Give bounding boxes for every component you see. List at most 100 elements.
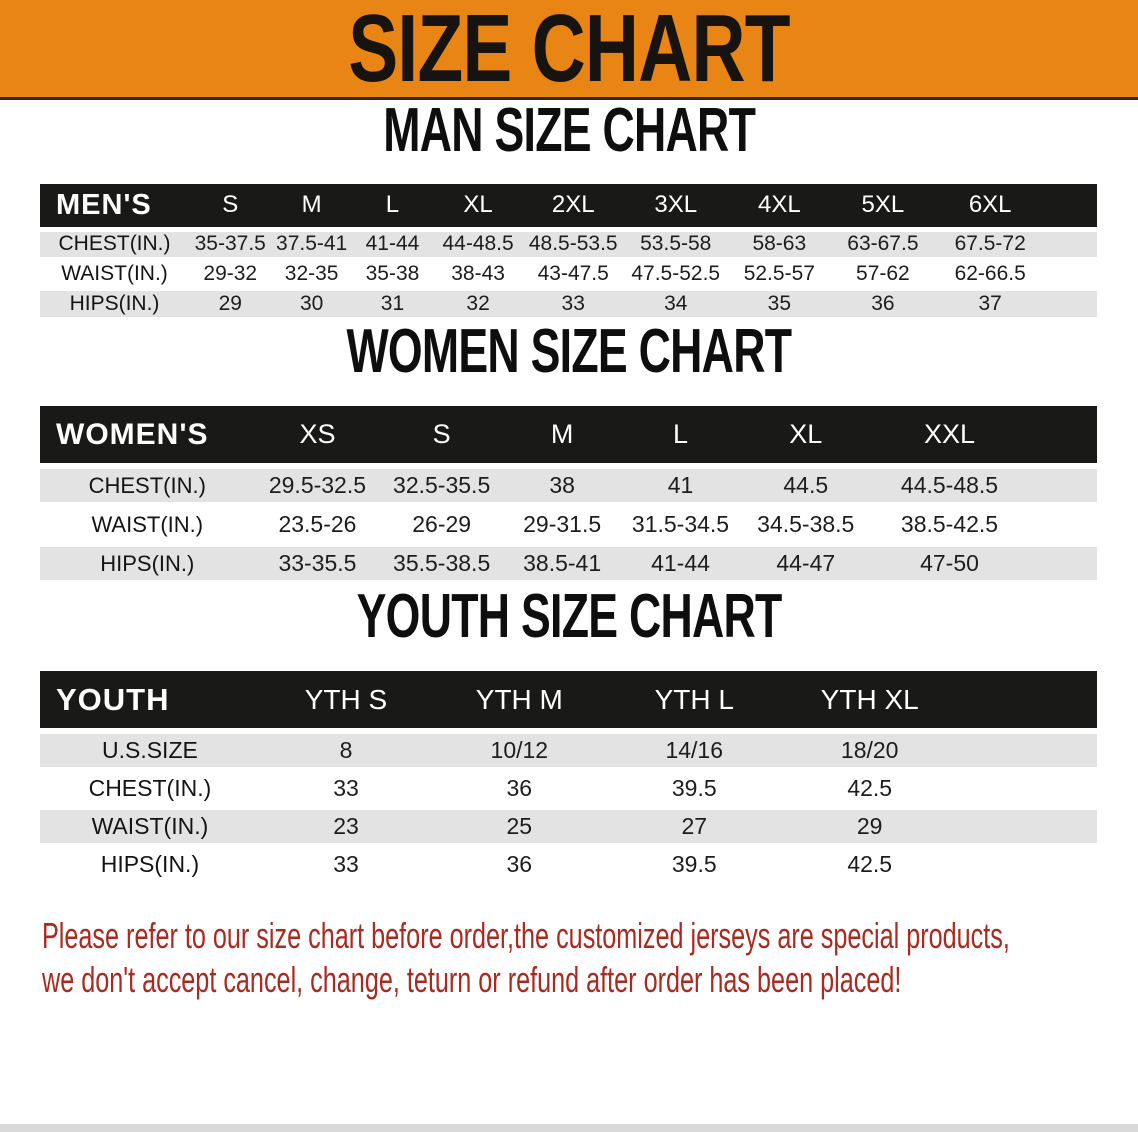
table-row: U.S.SIZE 8 10/12 14/16 18/20 [40, 731, 1097, 769]
size-value: 23 [333, 812, 359, 839]
size-value: 39.5 [671, 774, 717, 801]
size-value: 35.5-38.5 [393, 550, 491, 576]
size-value: 47.5-52.5 [631, 262, 721, 285]
table-header-row: MEN'S S M L XL 2XL 3XL 4XL 5XL 6XL [40, 184, 1097, 229]
size-value: 42.5 [847, 774, 893, 801]
size-value: 67.5-72 [954, 232, 1026, 256]
man-section-heading: MAN SIZE CHART [383, 96, 756, 165]
header-spacer [1045, 184, 1097, 229]
size-value: 34.5-38.5 [757, 511, 855, 537]
size-value: 38-43 [451, 262, 505, 285]
row-spacer [1045, 289, 1097, 319]
size-value: 32 [466, 292, 490, 315]
row-spacer [1045, 229, 1097, 259]
size-value: 29-31.5 [523, 511, 602, 537]
size-value: 30 [299, 292, 324, 315]
size-value: 37 [978, 292, 1002, 315]
size-value: 18/20 [840, 736, 899, 763]
size-value: 36 [871, 292, 895, 315]
table-corner-label: YOUTH [40, 671, 260, 731]
size-value: 41-44 [365, 232, 420, 256]
size-value: 29 [218, 292, 242, 315]
table-corner-label: WOMEN'S [40, 406, 255, 466]
disclaimer-line-1: Please refer to our size chart before or… [42, 914, 1010, 956]
women-size-chart-section: WOMEN SIZE CHART WOMEN'S XS S M L XL XXL CHEST(… [0, 321, 1138, 586]
size-column-header: 3XL [623, 184, 729, 229]
table-row: CHEST(IN.) 29.5-32.5 32.5-35.5 38 41 44.5 44.5… [40, 466, 1097, 505]
table-row: WAIST(IN.) 23 25 27 29 [40, 807, 1097, 845]
measurement-label: HIPS(IN.) [69, 292, 160, 315]
size-value: 8 [339, 736, 353, 763]
size-column-header: YTH S [259, 671, 433, 731]
measurement-label: WAIST(IN.) [91, 812, 209, 839]
bottom-divider [0, 1124, 1138, 1132]
size-value: 39.5 [671, 850, 717, 877]
measurement-label: U.S.SIZE [101, 736, 198, 763]
size-value: 48.5-53.5 [528, 232, 618, 256]
row-spacer [1027, 505, 1097, 544]
table-row: HIPS(IN.) 29 30 31 32 33 34 35 36 37 [40, 289, 1097, 319]
size-value: 44.5-48.5 [900, 472, 999, 498]
table-row: CHEST(IN.) 35-37.5 37.5-41 41-44 44-48.5 48.5… [40, 229, 1097, 259]
measurement-label: CHEST(IN.) [88, 774, 212, 801]
size-chart-banner: SIZE CHART [0, 0, 1138, 100]
size-column-header: 2XL [523, 184, 624, 229]
size-value: 25 [506, 812, 533, 839]
size-column-header: XS [254, 406, 381, 466]
table-row: HIPS(IN.) 33-35.5 35.5-38.5 38.5-41 41-44 44-… [40, 544, 1097, 583]
measurement-label: CHEST(IN.) [58, 232, 171, 256]
table-row: HIPS(IN.) 33 36 39.5 42.5 [40, 845, 1097, 883]
size-value: 26-29 [412, 511, 472, 537]
size-column-header: 6XL [935, 184, 1046, 229]
page-title: SIZE CHART [286, 0, 852, 97]
size-value: 31 [380, 292, 405, 315]
size-value: 38.5-41 [523, 550, 602, 576]
disclaimer-line-2: we don't accept cancel, change, teturn o… [42, 958, 902, 1000]
size-value: 29-32 [203, 262, 258, 285]
table-row: WAIST(IN.) 29-32 32-35 35-38 38-43 43-47.5 47.… [40, 259, 1097, 289]
size-value: 57-62 [856, 262, 910, 285]
size-value: 23.5-26 [278, 511, 357, 537]
size-value: 32-35 [284, 262, 339, 285]
disclaimer-text: Please refer to our size chart before or… [42, 914, 1138, 1002]
youth-section-heading: YOUTH SIZE CHART [356, 582, 783, 651]
size-value: 44.5 [783, 472, 829, 498]
size-value: 37.5-41 [276, 232, 348, 256]
women-section-heading: WOMEN SIZE CHART [346, 317, 792, 386]
size-value: 33 [333, 850, 359, 877]
size-column-header: YTH M [432, 671, 607, 731]
size-value: 35 [767, 292, 791, 315]
size-value: 35-38 [365, 262, 420, 285]
size-value: 36 [506, 774, 533, 801]
header-spacer [957, 671, 1097, 731]
size-column-header: L [621, 406, 740, 466]
size-column-header: 5XL [830, 184, 936, 229]
size-value: 44-47 [776, 550, 836, 576]
row-spacer [1027, 466, 1097, 505]
row-spacer [1027, 544, 1097, 583]
measurement-label: WAIST(IN.) [61, 262, 168, 285]
size-value: 47-50 [920, 550, 979, 576]
size-column-header: M [271, 184, 352, 229]
youth-size-chart-section: YOUTH SIZE CHART YOUTH YTH S YTH M YTH L YTH… [0, 586, 1138, 886]
size-value: 33 [333, 774, 359, 801]
row-spacer [957, 731, 1097, 769]
size-column-header: XL [433, 184, 524, 229]
row-spacer [957, 845, 1097, 883]
man-size-chart-section: MAN SIZE CHART MEN'S S M L XL 2XL 3XL 4XL 5XL 6XL… [0, 100, 1138, 321]
size-value: 58-63 [752, 232, 807, 256]
size-column-header: XXL [871, 406, 1028, 466]
table-header-row: WOMEN'S XS S M L XL XXL [40, 406, 1097, 466]
size-value: 38 [549, 472, 575, 498]
size-column-header: S [189, 184, 272, 229]
size-column-header: YTH L [606, 671, 782, 731]
women-size-table: WOMEN'S XS S M L XL XXL CHEST(IN.) 29.5-32.5 32.5… [40, 406, 1097, 586]
size-value: 29 [856, 812, 883, 839]
row-spacer [957, 769, 1097, 807]
size-value: 41 [667, 472, 694, 498]
size-value: 42.5 [847, 850, 893, 877]
table-corner-label: MEN'S [40, 184, 190, 229]
size-value: 62-66.5 [954, 262, 1026, 285]
size-value: 53.5-58 [640, 232, 712, 256]
measurement-label: HIPS(IN.) [100, 850, 200, 877]
